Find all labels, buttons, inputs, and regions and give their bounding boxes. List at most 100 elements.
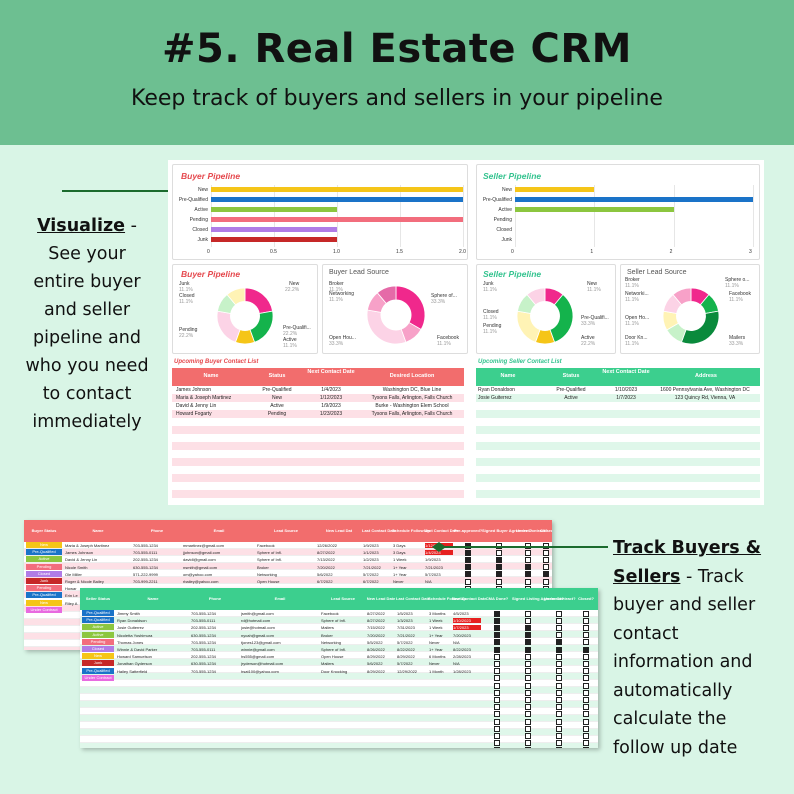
checkbox[interactable] bbox=[494, 732, 500, 739]
checkbox[interactable] bbox=[583, 610, 589, 617]
checkbox[interactable] bbox=[583, 696, 589, 703]
checkbox[interactable] bbox=[556, 682, 562, 689]
checkbox[interactable] bbox=[556, 624, 562, 631]
checkbox[interactable] bbox=[494, 660, 500, 667]
checkbox[interactable] bbox=[494, 747, 500, 748]
checkbox[interactable] bbox=[525, 747, 531, 748]
checkbox[interactable] bbox=[583, 646, 589, 653]
checkbox[interactable] bbox=[496, 549, 502, 556]
checkbox[interactable] bbox=[583, 732, 589, 739]
checkbox[interactable] bbox=[494, 696, 500, 703]
checkbox[interactable] bbox=[556, 675, 562, 682]
checkbox[interactable] bbox=[525, 682, 531, 689]
checkbox[interactable] bbox=[556, 732, 562, 739]
checkbox[interactable] bbox=[494, 689, 500, 696]
checkbox[interactable] bbox=[556, 718, 562, 725]
checkbox[interactable] bbox=[525, 632, 531, 639]
checkbox[interactable] bbox=[525, 646, 531, 653]
checkbox[interactable] bbox=[496, 556, 502, 563]
checkbox[interactable] bbox=[583, 725, 589, 732]
checkbox[interactable] bbox=[494, 704, 500, 711]
checkbox[interactable] bbox=[525, 689, 531, 696]
checkbox[interactable] bbox=[494, 610, 500, 617]
checkbox[interactable] bbox=[525, 617, 531, 624]
checkbox[interactable] bbox=[525, 725, 531, 732]
checkbox[interactable] bbox=[543, 556, 549, 563]
checkbox[interactable] bbox=[494, 725, 500, 732]
checkbox[interactable] bbox=[496, 564, 502, 571]
checkbox[interactable] bbox=[556, 668, 562, 675]
checkbox[interactable] bbox=[525, 639, 531, 646]
checkbox[interactable] bbox=[525, 668, 531, 675]
checkbox[interactable] bbox=[525, 660, 531, 667]
checkbox[interactable] bbox=[556, 689, 562, 696]
checkbox[interactable] bbox=[556, 725, 562, 732]
checkbox[interactable] bbox=[556, 632, 562, 639]
checkbox[interactable] bbox=[583, 704, 589, 711]
checkbox[interactable] bbox=[465, 564, 471, 571]
checkbox[interactable] bbox=[556, 704, 562, 711]
checkbox[interactable] bbox=[525, 564, 531, 571]
checkbox[interactable] bbox=[525, 696, 531, 703]
checkbox[interactable] bbox=[494, 617, 500, 624]
checkbox[interactable] bbox=[465, 556, 471, 563]
checkbox[interactable] bbox=[494, 639, 500, 646]
checkbox[interactable] bbox=[583, 740, 589, 747]
checkbox[interactable] bbox=[525, 571, 531, 578]
checkbox[interactable] bbox=[494, 653, 500, 660]
checkbox[interactable] bbox=[525, 556, 531, 563]
checkbox[interactable] bbox=[494, 624, 500, 631]
checkbox[interactable] bbox=[583, 682, 589, 689]
checkbox[interactable] bbox=[525, 549, 531, 556]
checkbox[interactable] bbox=[494, 646, 500, 653]
checkbox[interactable] bbox=[525, 711, 531, 718]
checkbox[interactable] bbox=[494, 668, 500, 675]
checkbox[interactable] bbox=[556, 711, 562, 718]
checkbox[interactable] bbox=[525, 740, 531, 747]
checkbox[interactable] bbox=[494, 682, 500, 689]
checkbox[interactable] bbox=[583, 711, 589, 718]
checkbox[interactable] bbox=[496, 578, 502, 585]
checkbox[interactable] bbox=[556, 610, 562, 617]
checkbox[interactable] bbox=[525, 578, 531, 585]
checkbox[interactable] bbox=[556, 639, 562, 646]
checkbox[interactable] bbox=[583, 675, 589, 682]
checkbox[interactable] bbox=[583, 653, 589, 660]
checkbox[interactable] bbox=[556, 747, 562, 748]
checkbox[interactable] bbox=[525, 732, 531, 739]
checkbox[interactable] bbox=[465, 571, 471, 578]
checkbox[interactable] bbox=[543, 564, 549, 571]
checkbox[interactable] bbox=[494, 711, 500, 718]
checkbox[interactable] bbox=[583, 624, 589, 631]
checkbox[interactable] bbox=[494, 632, 500, 639]
checkbox[interactable] bbox=[494, 675, 500, 682]
checkbox[interactable] bbox=[583, 747, 589, 748]
checkbox[interactable] bbox=[556, 646, 562, 653]
checkbox[interactable] bbox=[583, 632, 589, 639]
checkbox[interactable] bbox=[525, 718, 531, 725]
checkbox[interactable] bbox=[556, 740, 562, 747]
checkbox[interactable] bbox=[496, 571, 502, 578]
checkbox[interactable] bbox=[583, 617, 589, 624]
checkbox[interactable] bbox=[583, 639, 589, 646]
checkbox[interactable] bbox=[543, 578, 549, 585]
checkbox[interactable] bbox=[525, 704, 531, 711]
checkbox[interactable] bbox=[556, 617, 562, 624]
checkbox[interactable] bbox=[556, 660, 562, 667]
checkbox[interactable] bbox=[494, 740, 500, 747]
checkbox[interactable] bbox=[525, 624, 531, 631]
checkbox[interactable] bbox=[583, 668, 589, 675]
checkbox[interactable] bbox=[525, 653, 531, 660]
checkbox[interactable] bbox=[583, 660, 589, 667]
checkbox[interactable] bbox=[494, 718, 500, 725]
checkbox[interactable] bbox=[543, 571, 549, 578]
checkbox[interactable] bbox=[525, 675, 531, 682]
checkbox[interactable] bbox=[525, 610, 531, 617]
checkbox[interactable] bbox=[583, 718, 589, 725]
checkbox[interactable] bbox=[556, 653, 562, 660]
checkbox[interactable] bbox=[543, 549, 549, 556]
checkbox[interactable] bbox=[465, 578, 471, 585]
checkbox[interactable] bbox=[465, 549, 471, 556]
checkbox[interactable] bbox=[556, 696, 562, 703]
checkbox[interactable] bbox=[583, 689, 589, 696]
